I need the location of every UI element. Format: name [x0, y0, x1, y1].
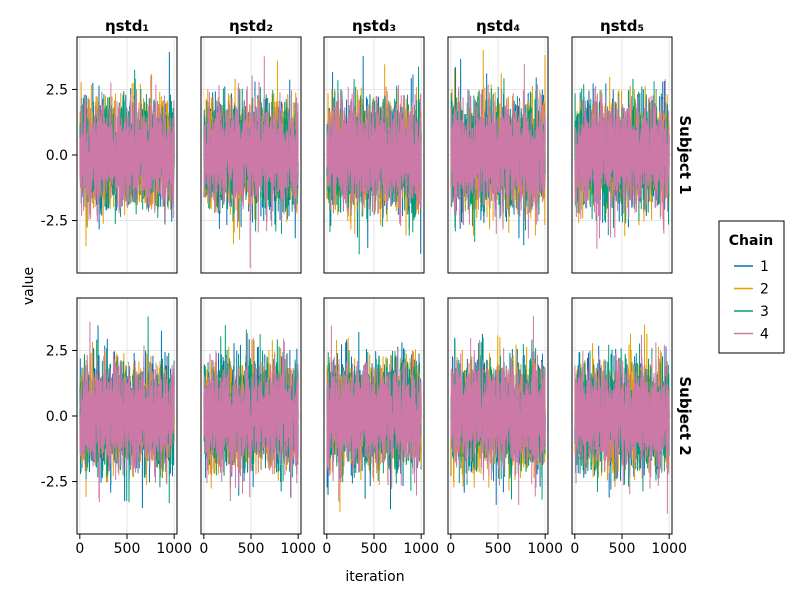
x-tick-label: 500 — [609, 541, 636, 557]
y-tick-label: 0.0 — [46, 148, 68, 164]
trace-chain-4 — [574, 78, 670, 249]
y-tick-label: 2.5 — [46, 82, 68, 98]
legend-entry-4: 4 — [734, 327, 769, 343]
column-title-1: ηstd₁ — [105, 17, 149, 35]
trace-chain-4 — [450, 63, 546, 239]
x-tick-label: 1000 — [280, 541, 316, 557]
legend-entry-3: 3 — [734, 304, 769, 320]
y-tick-label: -2.5 — [41, 214, 68, 230]
trace-chain-4 — [203, 332, 299, 502]
column-title-2: ηstd₂ — [229, 17, 273, 35]
legend-entry-2: 2 — [734, 282, 769, 298]
x-tick-label: 1000 — [651, 541, 687, 557]
x-tick-label: 500 — [238, 541, 265, 557]
x-tick-label: 500 — [114, 541, 141, 557]
x-tick-label: 0 — [570, 541, 579, 557]
legend-label: 2 — [760, 282, 769, 298]
legend-title: Chain — [729, 233, 773, 249]
row-label-1: Subject 1 — [676, 115, 694, 194]
x-tick-label: 1000 — [156, 541, 192, 557]
y-tick-label: -2.5 — [41, 475, 68, 491]
panel-1-5 — [571, 36, 673, 274]
x-tick-label: 500 — [361, 541, 388, 557]
x-tick-label: 1000 — [403, 541, 439, 557]
legend-box — [718, 220, 785, 354]
x-tick-label: 500 — [485, 541, 512, 557]
x-tick-label: 1000 — [527, 541, 563, 557]
legend-label: 4 — [760, 327, 769, 343]
trace-chain-4 — [450, 315, 546, 506]
panel-1-3 — [323, 36, 425, 274]
x-tick-label: 0 — [322, 541, 331, 557]
panel-frame — [447, 36, 549, 274]
panel-2-3 — [323, 297, 425, 535]
legend-label: 3 — [760, 304, 769, 320]
column-title-3: ηstd₃ — [352, 17, 396, 35]
row-label-2: Subject 2 — [676, 376, 694, 455]
panel-1-1 — [76, 36, 178, 274]
trace-chain-4 — [326, 325, 422, 502]
x-tick-label: 0 — [75, 541, 84, 557]
column-title-5: ηstd₅ — [600, 17, 644, 35]
trace-chain-4 — [79, 73, 175, 225]
column-titles: ηstd₁ ηstd₂ ηstd₃ ηstd₄ ηstd₅ — [105, 17, 644, 35]
y-axis-ticks: -2.5 0.0 2.5 -2.5 0.0 2.5 — [41, 82, 77, 491]
column-title-4: ηstd₄ — [476, 17, 520, 35]
x-axis-ticks: 0 500 1000 0 500 1000 0 500 1000 0 500 1000 0 500 1000 — [75, 534, 687, 557]
panel-2-4 — [447, 297, 549, 535]
panel-frame — [323, 36, 425, 274]
panels — [76, 36, 673, 535]
panel-frame — [200, 36, 302, 274]
y-axis-label: value — [21, 267, 37, 305]
trace-chain-4 — [326, 84, 422, 227]
x-tick-label: 0 — [199, 541, 208, 557]
trace-chain-4 — [574, 334, 670, 514]
x-axis-label: iteration — [345, 569, 404, 585]
panel-1-4 — [447, 36, 549, 274]
legend: Chain 1 2 3 4 — [718, 220, 785, 354]
trace-chain-4 — [79, 321, 175, 503]
x-tick-label: 0 — [446, 541, 455, 557]
y-tick-label: 0.0 — [46, 409, 68, 425]
legend-label: 1 — [760, 259, 769, 275]
panel-2-5 — [571, 297, 673, 535]
trace-chain-4 — [203, 56, 299, 269]
panel-2-2 — [200, 297, 302, 535]
panel-2-1 — [76, 297, 178, 535]
legend-entry-1: 1 — [734, 259, 769, 275]
y-tick-label: 2.5 — [46, 343, 68, 359]
panel-1-2 — [200, 36, 302, 274]
panel-frame — [571, 36, 673, 274]
row-labels: Subject 1 Subject 2 — [676, 115, 694, 455]
